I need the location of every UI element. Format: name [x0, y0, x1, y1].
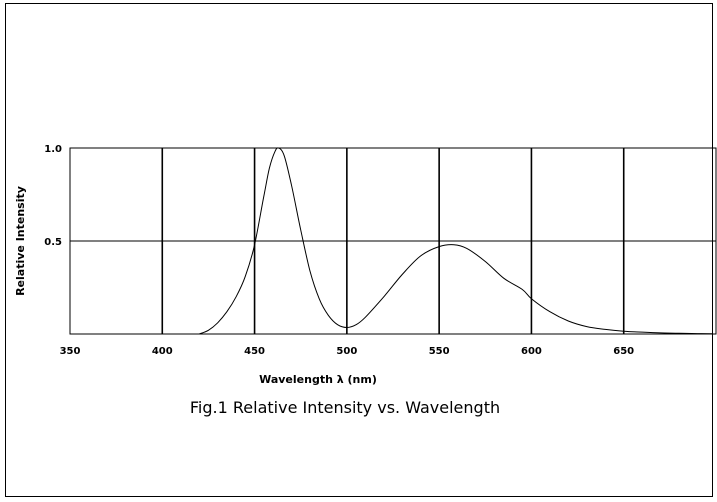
x-tick-label-450: 450 — [244, 346, 265, 357]
y-tick-labels: 0.5 1.0 — [44, 144, 62, 248]
x-tick-labels: 350 400 450 500 550 600 650 — [60, 346, 635, 357]
x-tick-label-350: 350 — [60, 346, 81, 357]
x-tick-label-500: 500 — [336, 346, 357, 357]
x-tick-label-650: 650 — [613, 346, 634, 357]
y-tick-label-0.5: 0.5 — [44, 237, 62, 248]
x-tick-label-550: 550 — [429, 346, 450, 357]
figure-caption: Fig.1 Relative Intensity vs. Wavelength — [190, 398, 500, 417]
x-tick-label-600: 600 — [521, 346, 542, 357]
x-axis-label: Wavelength λ (nm) — [259, 373, 377, 386]
intensity-curve — [199, 147, 713, 335]
figure-frame — [5, 3, 713, 497]
x-tick-label-400: 400 — [152, 346, 173, 357]
y-tick-label-1: 1.0 — [44, 144, 62, 155]
y-axis-label: Relative Intensity — [14, 186, 27, 296]
